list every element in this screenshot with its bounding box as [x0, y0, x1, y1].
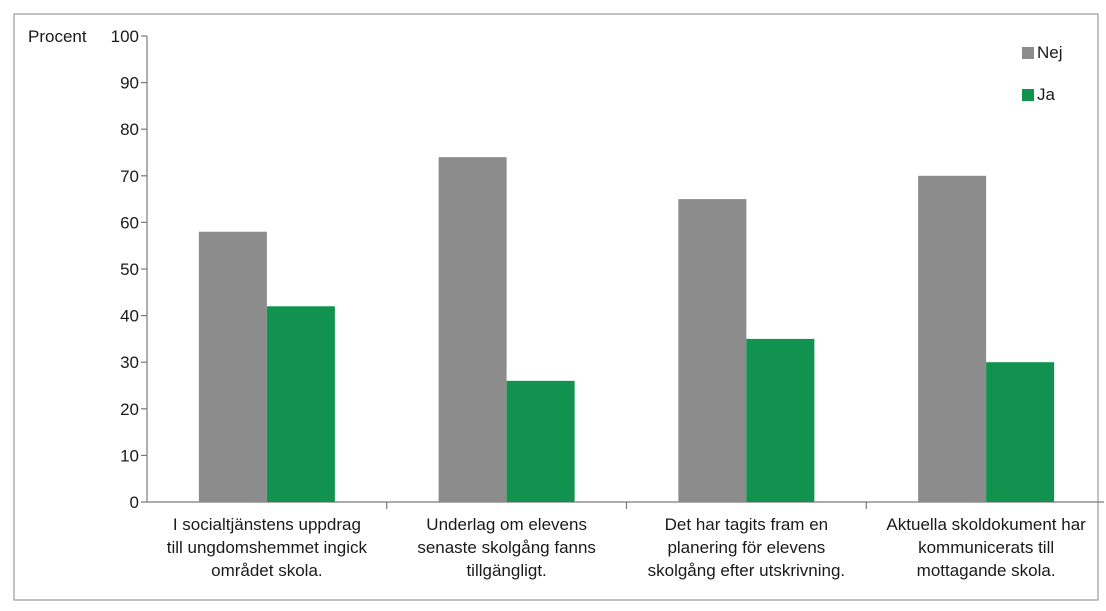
y-tick-label: 100 — [111, 27, 139, 46]
y-tick-label: 0 — [130, 493, 139, 512]
bar-nej-4 — [918, 175, 987, 503]
category-label-line: tillgängligt. — [466, 561, 546, 580]
y-axis-label: Procent — [28, 27, 87, 46]
y-tick-label: 40 — [120, 307, 139, 326]
bar-nej-1 — [198, 231, 267, 502]
category-label-line: skolgång efter utskrivning. — [648, 561, 846, 580]
legend-swatch-nej — [1022, 47, 1034, 59]
bar-nej-2 — [438, 157, 507, 502]
category-label-line: kommunicerats till — [918, 538, 1054, 557]
category-label-line: området skola. — [211, 561, 323, 580]
legend: Nej Ja — [1022, 43, 1063, 104]
y-tick-label: 50 — [120, 260, 139, 279]
category-label-1: I socialtjänstens uppdrag till ungdomshem… — [167, 515, 368, 580]
bar-nej-3 — [678, 199, 747, 502]
axes: 0 10 20 30 40 50 60 70 80 90 100 — [111, 27, 1104, 512]
chart-border — [13, 13, 1099, 601]
legend-swatch-ja — [1022, 89, 1034, 101]
y-tick-label: 20 — [120, 400, 139, 419]
bar-ja-4 — [986, 362, 1055, 502]
category-label-line: senaste skolgång fanns — [417, 538, 596, 557]
bar-ja-1 — [266, 306, 335, 502]
y-tick-label: 70 — [120, 167, 139, 186]
category-label-line: I socialtjänstens uppdrag — [173, 515, 361, 534]
y-tick-label: 90 — [120, 74, 139, 93]
category-labels: I socialtjänstens uppdrag till ungdomshem… — [167, 515, 1086, 580]
y-tick-label: 10 — [120, 446, 139, 465]
bar-ja-2 — [506, 380, 575, 502]
y-tick-label: 80 — [120, 120, 139, 139]
category-label-4: Aktuella skoldokument har kommunicerats t… — [886, 515, 1086, 580]
bars — [198, 157, 1055, 503]
category-label-3: Det har tagits fram en planering för elev… — [648, 515, 846, 580]
category-label-line: Aktuella skoldokument har — [886, 515, 1086, 534]
category-label-line: till ungdomshemmet ingick — [167, 538, 368, 557]
legend-label-ja: Ja — [1037, 85, 1056, 104]
category-label-line: planering för elevens — [667, 538, 825, 557]
legend-label-nej: Nej — [1037, 43, 1063, 62]
category-label-line: Det har tagits fram en — [665, 515, 828, 534]
category-label-line: Underlag om elevens — [426, 515, 587, 534]
bar-ja-3 — [746, 338, 815, 502]
y-tick-label: 60 — [120, 213, 139, 232]
y-tick-label: 30 — [120, 353, 139, 372]
category-label-2: Underlag om elevens senaste skolgång fann… — [417, 515, 596, 580]
category-label-line: mottagande skola. — [917, 561, 1056, 580]
